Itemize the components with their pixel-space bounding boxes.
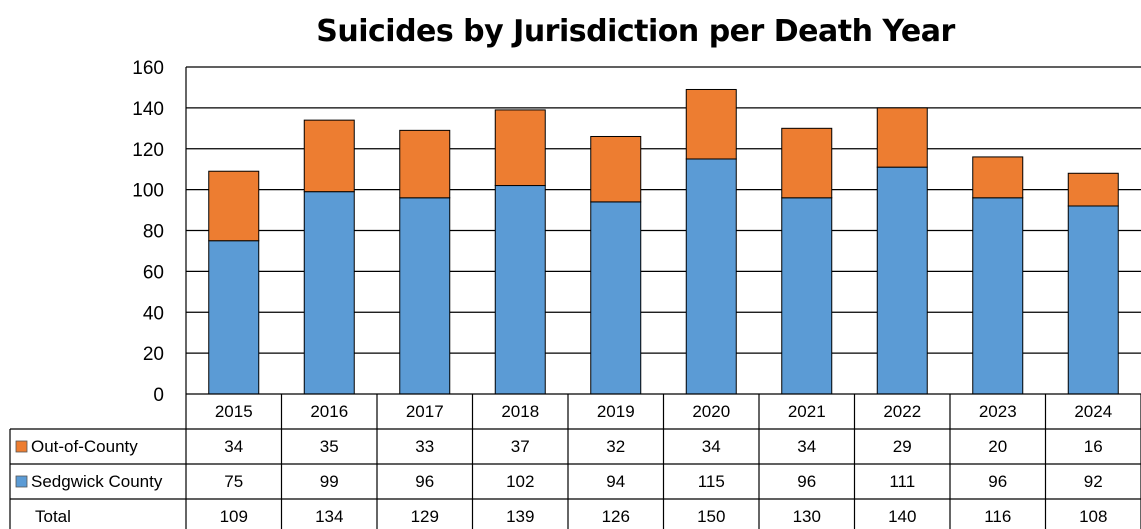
y-tick-label: 100 — [132, 181, 164, 202]
data-label-out-of-county: 35 — [320, 437, 339, 456]
y-tick-label: 120 — [132, 140, 164, 161]
data-label-total: 116 — [984, 507, 1011, 526]
data-label-out-of-county: 34 — [797, 437, 816, 456]
data-label-out-of-county: 34 — [224, 437, 243, 456]
bar-out-of-county-2019 — [590, 135, 642, 203]
data-label-total: 140 — [888, 507, 916, 526]
data-label-out-of-county: 16 — [1084, 437, 1103, 456]
data-label-total: 150 — [697, 507, 725, 526]
bar-sedgwick-county-2020 — [685, 158, 737, 395]
data-label-sedgwick-county: 102 — [506, 472, 534, 491]
y-tick-label: 40 — [143, 303, 164, 324]
bar-sedgwick-county-2022 — [876, 166, 928, 395]
x-tick-label: 2015 — [215, 402, 253, 421]
bar-out-of-county-2017 — [399, 129, 451, 199]
row-label-out-of-county: Out-of-County — [31, 437, 138, 456]
bar-out-of-county-2016 — [303, 119, 355, 193]
data-label-sedgwick-county: 111 — [889, 472, 915, 491]
data-label-total: 109 — [220, 507, 248, 526]
x-tick-label: 2020 — [692, 402, 730, 421]
data-label-out-of-county: 20 — [988, 437, 1007, 456]
chart-title: Suicides by Jurisdiction per Death Year — [316, 14, 955, 49]
x-tick-label: 2017 — [406, 402, 444, 421]
data-label-total: 126 — [602, 507, 630, 526]
bar-sedgwick-county-2018 — [494, 185, 546, 395]
bar-sedgwick-county-2023 — [972, 197, 1024, 395]
y-tick-label: 140 — [132, 99, 164, 120]
row-label-sedgwick-county: Sedgwick County — [31, 472, 163, 491]
x-tick-label: 2019 — [597, 402, 635, 421]
legend-key-out-of-county — [15, 440, 28, 453]
data-label-sedgwick-county: 96 — [988, 472, 1007, 491]
row-label-total: Total — [35, 507, 71, 526]
data-label-sedgwick-county: 115 — [698, 472, 725, 491]
bar-out-of-county-2018 — [494, 109, 546, 187]
data-label-out-of-county: 37 — [511, 437, 530, 456]
bar-out-of-county-2022 — [876, 107, 928, 168]
x-tick-label: 2018 — [501, 402, 539, 421]
x-tick-label: 2023 — [979, 402, 1017, 421]
bar-sedgwick-county-2015 — [208, 240, 260, 395]
x-tick-label: 2016 — [310, 402, 348, 421]
data-label-out-of-county: 29 — [893, 437, 912, 456]
data-label-total: 129 — [411, 507, 439, 526]
x-tick-label: 2021 — [788, 402, 826, 421]
data-label-out-of-county: 34 — [702, 437, 721, 456]
data-label-out-of-county: 33 — [415, 437, 434, 456]
bar-sedgwick-county-2016 — [303, 191, 355, 395]
data-label-sedgwick-county: 92 — [1084, 472, 1103, 491]
x-tick-label: 2024 — [1074, 402, 1112, 421]
y-tick-label: 80 — [143, 222, 164, 243]
y-tick-label: 0 — [153, 385, 164, 406]
data-label-total: 108 — [1079, 507, 1107, 526]
bar-out-of-county-2021 — [781, 127, 833, 199]
bar-sedgwick-county-2019 — [590, 201, 642, 395]
data-label-sedgwick-county: 96 — [415, 472, 434, 491]
bar-sedgwick-county-2024 — [1067, 205, 1119, 395]
data-label-total: 130 — [793, 507, 821, 526]
y-tick-label: 20 — [143, 344, 164, 365]
bar-out-of-county-2023 — [972, 156, 1024, 199]
data-label-sedgwick-county: 99 — [320, 472, 339, 491]
bar-out-of-county-2015 — [208, 170, 260, 242]
data-label-sedgwick-county: 94 — [606, 472, 625, 491]
y-tick-label: 60 — [143, 262, 164, 283]
data-label-total: 139 — [506, 507, 534, 526]
data-label-sedgwick-county: 96 — [797, 472, 816, 491]
bar-out-of-county-2020 — [685, 88, 737, 160]
x-tick-label: 2022 — [883, 402, 921, 421]
data-label-out-of-county: 32 — [606, 437, 625, 456]
bar-out-of-county-2024 — [1067, 172, 1119, 207]
bar-sedgwick-county-2021 — [781, 197, 833, 395]
y-tick-label: 160 — [132, 58, 164, 79]
data-label-total: 134 — [315, 507, 343, 526]
data-label-sedgwick-county: 75 — [224, 472, 243, 491]
legend-key-sedgwick-county — [15, 475, 28, 488]
bar-sedgwick-county-2017 — [399, 197, 451, 395]
